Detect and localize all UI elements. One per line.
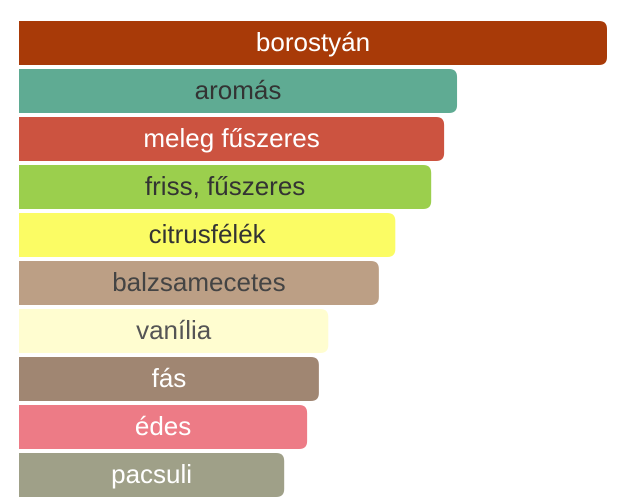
bar bbox=[19, 405, 308, 449]
bar-label: édes bbox=[135, 411, 191, 441]
bar bbox=[19, 213, 396, 257]
bar-label: friss, fűszeres bbox=[145, 171, 305, 201]
bar bbox=[19, 261, 379, 305]
bar bbox=[19, 117, 445, 161]
bar bbox=[19, 453, 285, 497]
bar-label: citrusfélék bbox=[149, 219, 267, 249]
bar-label: borostyán bbox=[256, 27, 370, 57]
bar bbox=[19, 69, 458, 113]
bar-label: pacsuli bbox=[111, 459, 192, 489]
bar bbox=[19, 309, 329, 353]
bar bbox=[19, 21, 607, 65]
bar-label: fás bbox=[152, 363, 187, 393]
bar-label: aromás bbox=[195, 75, 282, 105]
bar-label: balzsamecetes bbox=[112, 267, 285, 297]
bar bbox=[19, 357, 319, 401]
bar bbox=[19, 165, 432, 209]
bar-label: vanília bbox=[136, 315, 212, 345]
bar-label: meleg fűszeres bbox=[143, 123, 319, 153]
